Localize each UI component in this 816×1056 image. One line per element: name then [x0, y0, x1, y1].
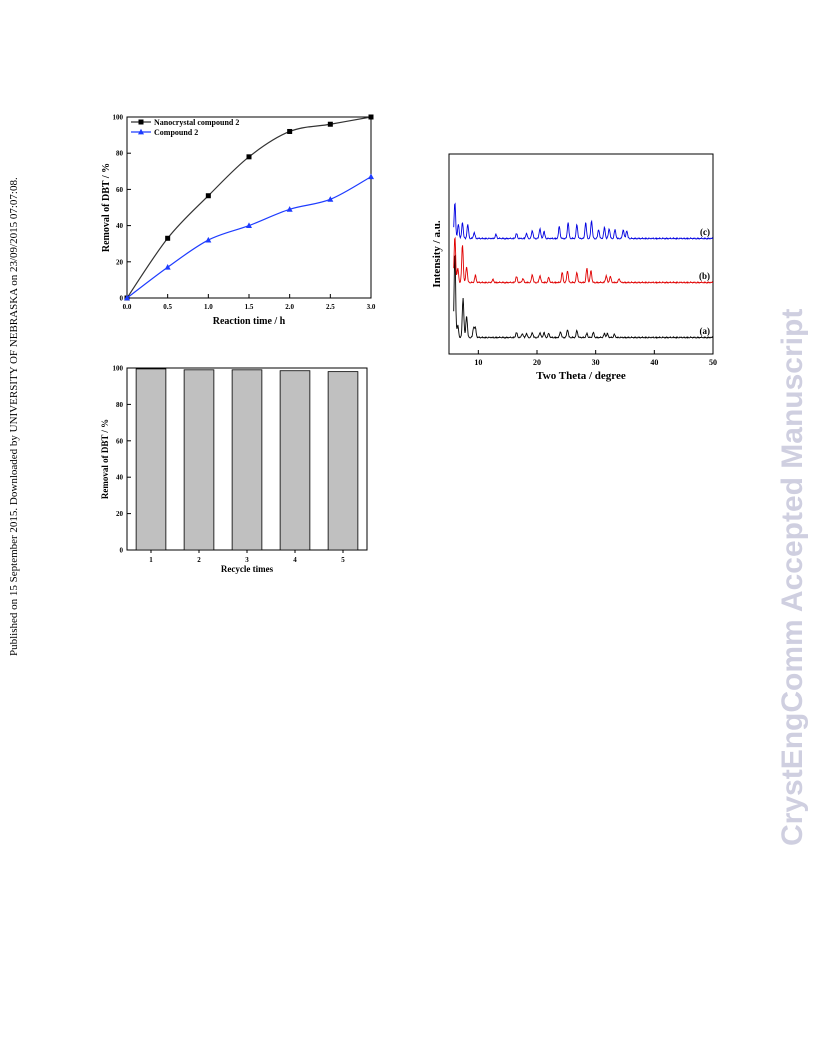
- plot-frame: [448, 153, 714, 355]
- x-tick-label: 40: [650, 358, 658, 367]
- bar: [231, 369, 263, 551]
- series-point-2: [124, 294, 130, 301]
- x-axis-label: Reaction time / h: [213, 316, 286, 327]
- legend-marker: [138, 128, 144, 135]
- y-tick-label: 80: [116, 401, 124, 409]
- x-tick-label: 10: [474, 358, 482, 367]
- y-tick-label: 80: [116, 150, 124, 158]
- publication-note-text: Published on 15 September 2015. Download…: [8, 177, 20, 656]
- y-tick-label: 40: [116, 474, 124, 482]
- y-tick-label: 100: [113, 365, 124, 373]
- pattern-label: (c): [700, 227, 710, 237]
- series-point-1: [246, 154, 252, 160]
- x-tick-label: 2.5: [326, 303, 335, 311]
- x-tick-label: 2: [197, 556, 201, 564]
- y-axis-label: Removal of DBT / %: [101, 163, 112, 252]
- series-point-1: [327, 121, 333, 127]
- y-tick-label: 0: [120, 547, 124, 555]
- y-tick-label: 40: [116, 222, 124, 230]
- xrd-pattern-3: [453, 202, 714, 241]
- y-tick-label: 60: [116, 186, 124, 194]
- series-point-2: [286, 206, 293, 212]
- x-tick-label: 20: [533, 358, 541, 367]
- x-tick-label: 50: [709, 358, 717, 367]
- x-tick-label: 2.0: [285, 303, 294, 311]
- x-tick-label: 0.0: [123, 303, 132, 311]
- recycle-bar-chart: 0 20 40 60 80 100 1 2 3 4 5 Recycle times Removal of…: [100, 365, 368, 574]
- series-point-2: [368, 173, 374, 180]
- series-point-2: [205, 236, 212, 243]
- x-axis-label: Two Theta / degree: [536, 370, 626, 382]
- xrd-pattern-1: [453, 254, 714, 340]
- pattern-label: (a): [700, 326, 711, 336]
- y-tick-label: 20: [116, 258, 124, 266]
- journal-watermark: CrystEngComm Accepted Manuscript: [776, 0, 816, 1056]
- y-tick-label: 60: [116, 437, 124, 445]
- pattern-label: (b): [699, 271, 710, 281]
- y-tick-label: 100: [113, 114, 124, 122]
- y-tick-label: 0: [120, 295, 124, 303]
- bar: [135, 368, 167, 551]
- x-axis-label: Recycle times: [221, 564, 274, 574]
- x-tick-label: 30: [592, 358, 600, 367]
- series-line-2: [126, 176, 372, 299]
- xrd-pattern-chart: 10 20 30 40 50 Two Theta / degree Intensity / …: [431, 153, 717, 382]
- series-point-1: [287, 128, 293, 134]
- y-axis-label: Removal of DBT / %: [100, 419, 110, 499]
- x-tick-label: 3: [245, 556, 249, 564]
- bar: [327, 371, 359, 551]
- x-tick-label: 4: [293, 556, 297, 564]
- x-tick-label: 1.0: [204, 303, 213, 311]
- series-point-1: [165, 235, 171, 241]
- bar: [279, 370, 311, 551]
- x-tick-label: 1.5: [245, 303, 254, 311]
- series-point-2: [164, 264, 171, 270]
- legend-marker: [138, 119, 144, 125]
- bar: [183, 369, 215, 551]
- x-tick-label: 0.5: [163, 303, 172, 311]
- x-tick-label: 1: [149, 556, 153, 564]
- legend-label: Nanocrystal compound 2: [154, 118, 239, 127]
- publication-note: Published on 15 September 2015. Download…: [0, 0, 30, 1056]
- series-point-1: [368, 114, 374, 120]
- removal-vs-time-chart: 0.0 0.5 1.0 1.5 2.0 2.5 3.0 0 20 40 60 80 100 Reactio…: [101, 114, 376, 328]
- series-point-1: [205, 193, 211, 199]
- y-axis-label: Intensity / a.u.: [431, 220, 443, 287]
- legend-label: Compound 2: [154, 128, 198, 137]
- series-point-2: [246, 222, 252, 228]
- series-point-2: [327, 196, 334, 202]
- xrd-pattern-2: [453, 236, 714, 285]
- x-tick-label: 3.0: [367, 303, 376, 311]
- journal-watermark-text: CrystEngComm Accepted Manuscript: [776, 308, 809, 846]
- y-tick-label: 20: [116, 510, 124, 518]
- x-tick-label: 5: [341, 556, 345, 564]
